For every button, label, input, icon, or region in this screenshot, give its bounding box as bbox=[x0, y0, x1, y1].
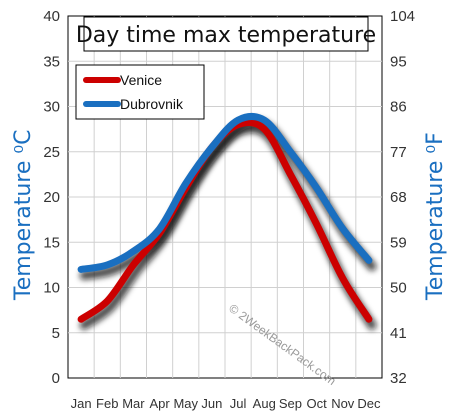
x-axis-ticks: Jan Feb Mar Apr May Jun Jul Aug Sep Oct Nov Dec bbox=[71, 396, 381, 411]
chart-title: Day time max temperature bbox=[76, 23, 376, 48]
y-tick-left: 30 bbox=[43, 99, 60, 116]
legend-box bbox=[75, 64, 205, 120]
y-axis-label-right: Temperature ⁰F bbox=[423, 132, 448, 301]
y-axis-label-left: Temperature ⁰C bbox=[11, 129, 36, 301]
right-axis-ticks: 32 41 50 59 68 77 86 95 104 bbox=[390, 8, 415, 387]
y-tick-left: 15 bbox=[43, 234, 60, 251]
y-tick-left: 25 bbox=[43, 144, 60, 161]
x-tick-label: Oct bbox=[306, 396, 327, 411]
y-tick-right: 86 bbox=[390, 99, 407, 116]
y-tick-left: 0 bbox=[52, 370, 60, 387]
x-tick-label: Aug bbox=[253, 396, 276, 411]
x-tick-label: Jul bbox=[230, 396, 247, 411]
y-tick-right: 59 bbox=[390, 234, 407, 251]
x-tick-label: Jun bbox=[201, 396, 222, 411]
y-tick-right: 77 bbox=[390, 144, 407, 161]
y-tick-right: 104 bbox=[390, 8, 415, 25]
y-tick-right: 50 bbox=[390, 280, 407, 297]
x-tick-label: May bbox=[173, 396, 198, 411]
y-tick-left: 40 bbox=[43, 8, 60, 25]
left-axis-ticks: 0 5 10 15 20 25 30 35 40 bbox=[43, 8, 60, 387]
y-tick-left: 5 bbox=[52, 325, 60, 342]
series-line-dubrovnik bbox=[77, 112, 373, 273]
legend-label-dubrovnik: Dubrovnik bbox=[120, 96, 184, 112]
legend-label-venice: Venice bbox=[120, 72, 162, 88]
x-tick-label: Mar bbox=[122, 396, 145, 411]
y-tick-right: 41 bbox=[390, 325, 407, 342]
x-tick-label: Feb bbox=[96, 396, 118, 411]
y-tick-left: 35 bbox=[43, 53, 60, 70]
y-tick-left: 10 bbox=[43, 280, 60, 297]
legend: Venice Dubrovnik bbox=[75, 64, 205, 120]
x-tick-label: Apr bbox=[149, 396, 170, 411]
x-tick-label: Sep bbox=[279, 396, 302, 411]
y-tick-left: 20 bbox=[43, 189, 60, 206]
x-tick-label: Nov bbox=[331, 396, 355, 411]
x-tick-label: Dec bbox=[357, 396, 381, 411]
y-tick-right: 95 bbox=[390, 53, 407, 70]
y-tick-right: 68 bbox=[390, 189, 407, 206]
title-box bbox=[83, 16, 369, 52]
y-tick-right: 32 bbox=[390, 370, 407, 387]
x-tick-label: Jan bbox=[71, 396, 92, 411]
series-lines bbox=[77, 112, 373, 323]
